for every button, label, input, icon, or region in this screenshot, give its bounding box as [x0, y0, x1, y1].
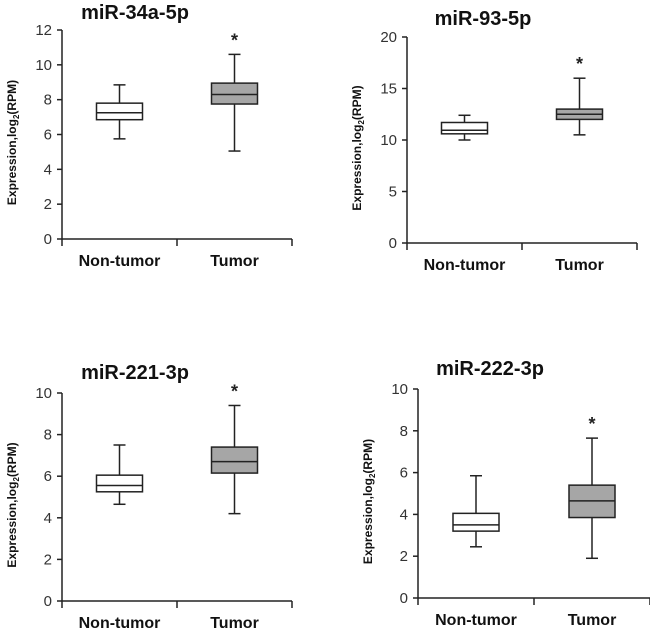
box-tumor: [210, 404, 259, 515]
y-tick-label: 6: [400, 465, 408, 482]
significance-star: *: [231, 381, 238, 401]
y-label-main: Expression,log: [5, 482, 19, 568]
y-axis-label: Expression,log2(RPM): [361, 439, 377, 564]
y-label-main: Expression,log: [5, 119, 19, 205]
y-tick-label: 20: [380, 29, 397, 46]
y-tick-label: 2: [44, 196, 52, 213]
y-tick-label: 10: [35, 385, 52, 402]
y-tick-label: 10: [391, 381, 408, 398]
significance-star: *: [588, 414, 595, 434]
x-category-label: Non-tumor: [435, 612, 517, 629]
chart-title: miR-34a-5p: [81, 2, 189, 24]
significance-star: *: [231, 30, 238, 50]
y-label-tail: (RPM): [350, 85, 364, 120]
y-tick-label: 6: [44, 468, 52, 485]
iqr-box: [210, 82, 259, 105]
chart-title: miR-93-5p: [435, 8, 532, 30]
y-tick-label: 10: [35, 57, 52, 74]
y-tick-label: 2: [44, 551, 52, 568]
y-label-main: Expression,log: [361, 478, 375, 564]
x-category-label: Tumor: [568, 612, 617, 629]
y-tick-label: 0: [400, 590, 408, 607]
y-axis-label: Expression,log2(RPM): [350, 85, 366, 210]
box-non-tumor: [440, 114, 489, 141]
box-tumor: [555, 77, 604, 136]
y-tick-label: 8: [400, 423, 408, 440]
y-label-sub: 2: [12, 477, 21, 482]
iqr-box: [95, 474, 144, 493]
y-label-tail: (RPM): [5, 442, 19, 477]
x-category-label: Tumor: [210, 253, 259, 270]
y-label-main: Expression,log: [350, 125, 364, 211]
x-category-label: Non-tumor: [424, 257, 506, 274]
y-tick-label: 4: [400, 506, 408, 523]
x-category-label: Non-tumor: [79, 253, 161, 270]
iqr-box: [440, 121, 489, 135]
y-tick-label: 15: [380, 81, 397, 98]
iqr-box: [210, 446, 259, 474]
y-label-tail: (RPM): [361, 439, 375, 474]
y-tick-label: 6: [44, 127, 52, 144]
y-tick-label: 8: [44, 92, 52, 109]
chart-title: miR-222-3p: [436, 358, 544, 380]
box-non-tumor: [95, 84, 144, 140]
boxplot-panel: miR-34a-5p024681012Expression,log2(RPM)N…: [5, 2, 293, 270]
iqr-box: [95, 102, 144, 121]
box-tumor: [568, 437, 616, 560]
y-tick-label: 0: [44, 593, 52, 610]
box-non-tumor: [95, 444, 144, 506]
iqr-box: [452, 512, 500, 532]
boxplot-panel: miR-221-3p0246810Expression,log2(RPM)Non…: [5, 362, 293, 632]
box-tumor: [210, 53, 259, 152]
x-category-label: Tumor: [555, 257, 604, 274]
y-tick-label: 8: [44, 427, 52, 444]
y-tick-label: 5: [389, 184, 397, 201]
y-axis-label: Expression,log2(RPM): [5, 442, 21, 567]
x-category-label: Non-tumor: [79, 615, 161, 632]
y-label-sub: 2: [12, 114, 21, 119]
x-category-label: Tumor: [210, 615, 259, 632]
y-tick-label: 0: [389, 235, 397, 252]
significance-star: *: [576, 54, 583, 74]
y-tick-label: 2: [400, 548, 408, 565]
y-tick-label: 0: [44, 231, 52, 248]
y-label-sub: 2: [357, 120, 366, 125]
chart-title: miR-221-3p: [81, 362, 189, 384]
box-non-tumor: [452, 474, 500, 548]
boxplot-panel: miR-93-5p 0 5 10 15 20 Expression,log2(RPM) Non…: [350, 8, 638, 274]
y-tick-label: 12: [35, 22, 52, 39]
y-label-tail: (RPM): [5, 80, 19, 115]
boxplot-panel: miR-222-3p0246810Expression,log2(RPM)Non…: [361, 358, 650, 629]
y-tick-label: 4: [44, 161, 52, 178]
y-tick-label: 4: [44, 510, 52, 527]
y-label-sub: 2: [368, 473, 377, 478]
y-tick-label: 10: [380, 132, 397, 149]
y-axis-label: Expression,log2(RPM): [5, 80, 21, 205]
